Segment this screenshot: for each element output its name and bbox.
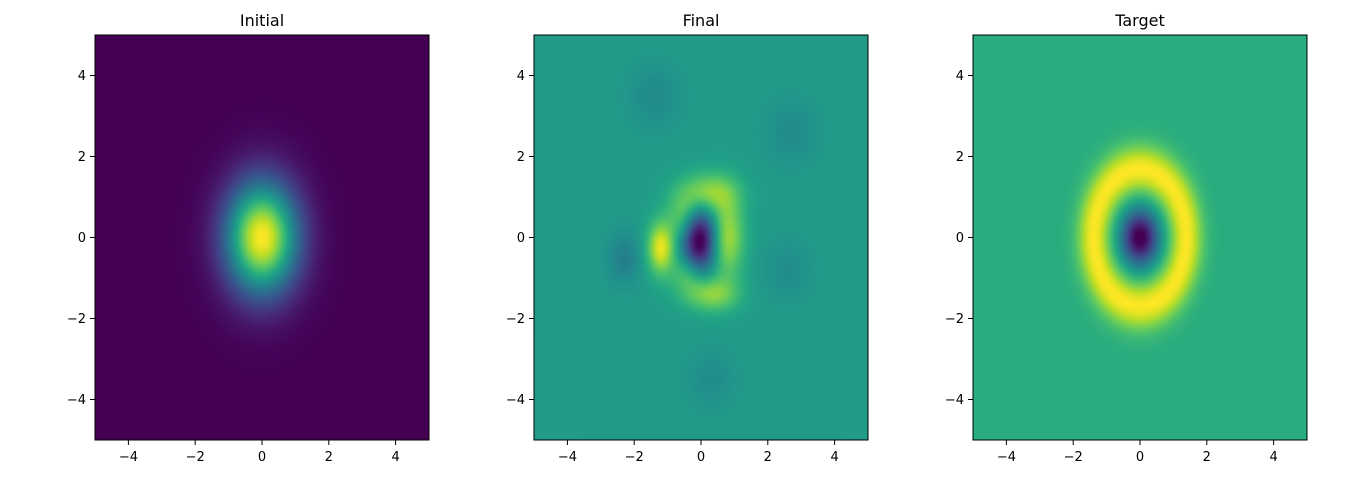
y-tick-label: −2 xyxy=(67,312,86,327)
y-tick-label: −2 xyxy=(945,312,964,327)
y-tick-label: 0 xyxy=(517,231,525,246)
panel-final: Final −4 −2 0 2 4 −4 −2 0 2 4 xyxy=(506,11,869,465)
x-axis-final: −4 −2 0 2 4 xyxy=(558,440,839,465)
x-tick-label: −4 xyxy=(997,450,1016,465)
y-tick-label: −4 xyxy=(67,393,86,408)
heatmap-initial xyxy=(95,35,429,440)
x-tick-label: 0 xyxy=(697,450,705,465)
y-tick-label: 0 xyxy=(78,231,86,246)
x-tick-label: 0 xyxy=(1136,450,1144,465)
y-tick-label: −4 xyxy=(945,393,964,408)
x-tick-label: −2 xyxy=(625,450,644,465)
x-tick-label: 2 xyxy=(325,450,333,465)
x-tick-label: 2 xyxy=(764,450,772,465)
y-tick-label: 4 xyxy=(956,69,964,84)
y-tick-label: 0 xyxy=(956,231,964,246)
y-tick-label: 4 xyxy=(517,69,525,84)
y-tick-label: −2 xyxy=(506,312,525,327)
x-axis-target: −4 −2 0 2 4 xyxy=(997,440,1278,465)
x-tick-label: −2 xyxy=(186,450,205,465)
y-axis-final: −4 −2 0 2 4 xyxy=(506,69,534,408)
x-axis-initial: −4 −2 0 2 4 xyxy=(119,440,400,465)
y-tick-label: 4 xyxy=(78,69,86,84)
x-tick-label: 4 xyxy=(391,450,399,465)
panel-title-initial: Initial xyxy=(240,11,284,30)
x-tick-label: −4 xyxy=(558,450,577,465)
panel-initial: Initial −4 −2 0 2 4 −4 −2 0 2 4 xyxy=(67,11,430,465)
y-tick-label: 2 xyxy=(956,150,964,165)
heatmap-target xyxy=(973,35,1307,440)
heatmap-final xyxy=(534,35,868,440)
y-axis-initial: −4 −2 0 2 4 xyxy=(67,69,95,408)
y-tick-label: 2 xyxy=(517,150,525,165)
panel-title-target: Target xyxy=(1114,11,1165,30)
x-tick-label: 2 xyxy=(1203,450,1211,465)
y-tick-label: 2 xyxy=(78,150,86,165)
x-tick-label: 4 xyxy=(1269,450,1277,465)
x-tick-label: −4 xyxy=(119,450,138,465)
x-tick-label: 4 xyxy=(830,450,838,465)
panel-title-final: Final xyxy=(683,11,720,30)
y-axis-target: −4 −2 0 2 4 xyxy=(945,69,973,408)
x-tick-label: −2 xyxy=(1064,450,1083,465)
panel-target: Target −4 −2 0 2 4 −4 −2 0 2 4 xyxy=(945,11,1308,465)
x-tick-label: 0 xyxy=(258,450,266,465)
y-tick-label: −4 xyxy=(506,393,525,408)
